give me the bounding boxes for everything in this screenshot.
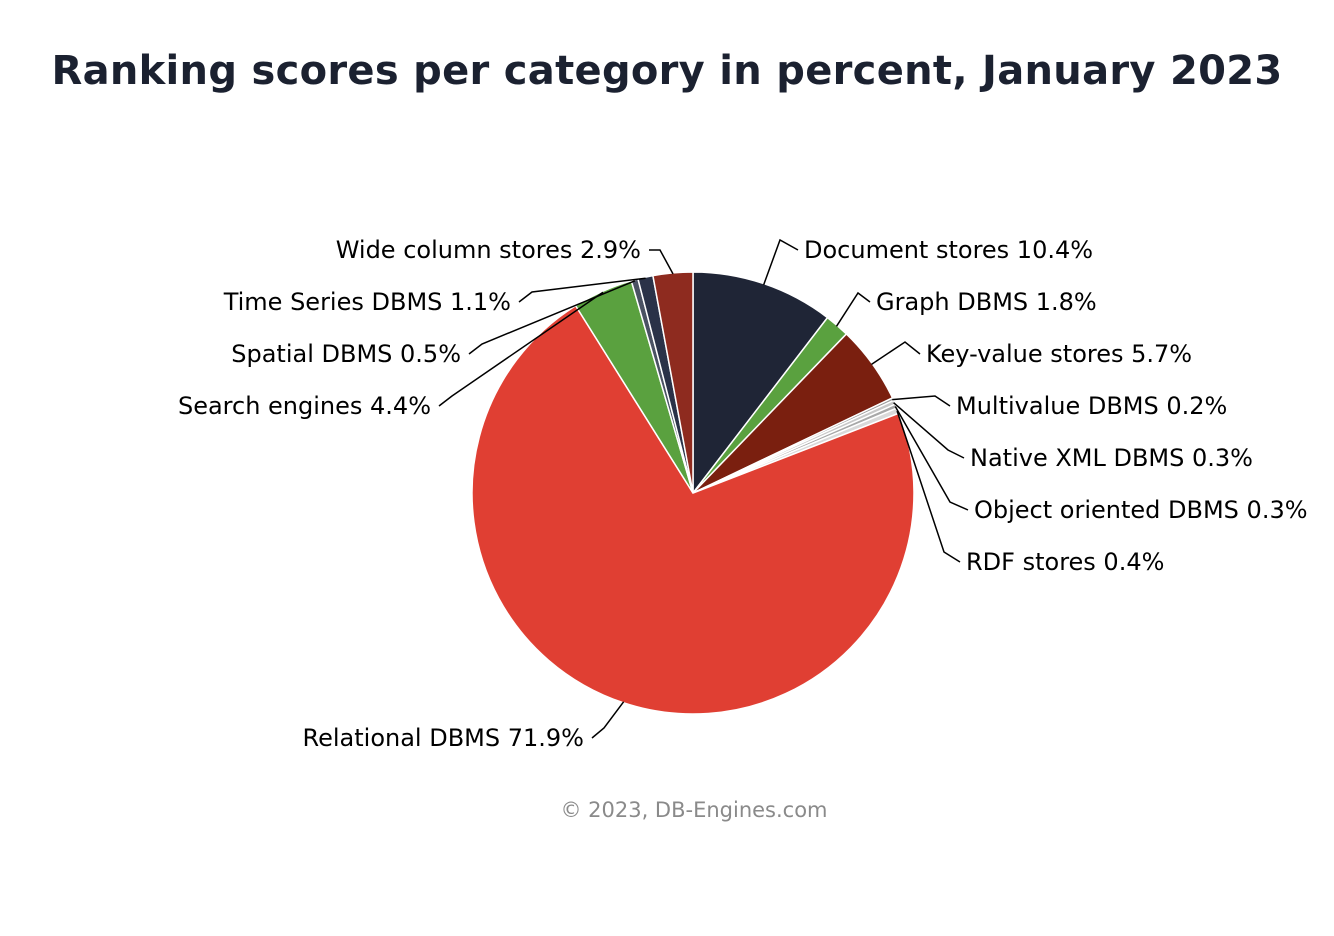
leader-line-wide-column-stores bbox=[649, 249, 674, 275]
leader-line-document-stores bbox=[762, 238, 799, 285]
slice-label-wide-column-stores: Wide column stores 2.9% bbox=[336, 236, 641, 264]
leader-line-time-series-dbms bbox=[518, 277, 646, 303]
slice-label-multivalue-dbms: Multivalue DBMS 0.2% bbox=[956, 392, 1227, 420]
slice-label-rdf-stores: RDF stores 0.4% bbox=[966, 548, 1164, 576]
slice-label-document-stores: Document stores 10.4% bbox=[804, 236, 1093, 264]
pie-slices bbox=[471, 271, 915, 715]
slice-labels: Document stores 10.4% Graph DBMS 1.8% Key-… bbox=[178, 236, 1308, 752]
slice-label-object-oriented-dbms: Object oriented DBMS 0.3% bbox=[974, 496, 1308, 524]
slice-label-spatial-dbms: Spatial DBMS 0.5% bbox=[231, 340, 461, 368]
leader-line-multivalue-dbms bbox=[892, 395, 951, 407]
slice-label-relational-dbms: Relational DBMS 71.9% bbox=[303, 724, 584, 752]
leader-line-graph-dbms bbox=[835, 291, 871, 327]
leader-line-relational-dbms bbox=[591, 701, 625, 739]
leader-line-key-value-stores bbox=[871, 341, 921, 366]
slice-label-key-value-stores: Key-value stores 5.7% bbox=[926, 340, 1192, 368]
leader-line-rdf-stores bbox=[896, 410, 961, 563]
slice-label-time-series-dbms: Time Series DBMS 1.1% bbox=[223, 288, 511, 316]
slice-label-native-xml-dbms: Native XML DBMS 0.3% bbox=[970, 444, 1253, 472]
slice-label-graph-dbms: Graph DBMS 1.8% bbox=[876, 288, 1097, 316]
slice-label-search-engines: Search engines 4.4% bbox=[178, 392, 431, 420]
chart-title: Ranking scores per category in percent, … bbox=[51, 48, 1283, 94]
leader-line-native-xml-dbms bbox=[893, 402, 965, 459]
leader-line-object-oriented-dbms bbox=[894, 406, 969, 511]
leader-line-spatial-dbms bbox=[468, 280, 636, 355]
leader-lines bbox=[438, 238, 969, 739]
credit-text: © 2023, DB-Engines.com bbox=[560, 798, 828, 822]
leader-line-search-engines bbox=[438, 291, 604, 407]
